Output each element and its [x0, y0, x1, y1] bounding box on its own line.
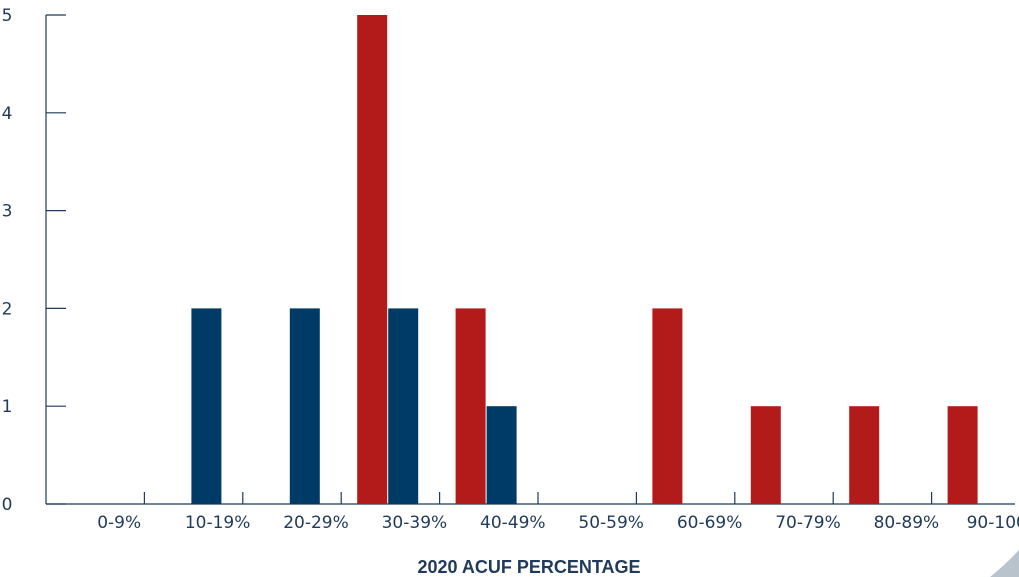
bar [191, 308, 222, 504]
x-tick-label: 80-89% [874, 513, 940, 533]
bar [652, 308, 683, 504]
bar [357, 15, 388, 504]
bar [947, 406, 978, 504]
x-tick-label: 40-49% [480, 513, 546, 533]
y-tick-label: 3 [2, 202, 13, 222]
corner-decoration-icon [990, 550, 1019, 577]
x-tick-label: 20-29% [283, 513, 349, 533]
x-tick-label: 50-59% [578, 513, 644, 533]
x-tick-label: 90-100% [967, 513, 1019, 533]
bar [486, 406, 517, 504]
x-tick-label: 60-69% [677, 513, 743, 533]
y-tick-label: 1 [2, 397, 13, 417]
bar [750, 406, 781, 504]
x-tick-label: 0-9% [97, 513, 141, 533]
bar [455, 308, 486, 504]
y-tick-label: 0 [2, 495, 13, 515]
bars [191, 15, 978, 504]
x-tick-label: 10-19% [185, 513, 251, 533]
bar [289, 308, 320, 504]
y-tick-label: 4 [2, 104, 13, 124]
y-tick-label: 2 [2, 299, 13, 319]
x-tick-label: 30-39% [382, 513, 448, 533]
x-tick-label: 70-79% [775, 513, 841, 533]
x-axis-title: 2020 ACUF PERCENTAGE [417, 557, 640, 577]
y-tick-label: 5 [2, 6, 13, 26]
y-axis: 0 1 2 3 4 5 [2, 6, 66, 515]
x-axis: 0-9% 10-19% 20-29% 30-39% 40-49% 50-59% 60-69%… [46, 492, 1019, 533]
bar [849, 406, 880, 504]
bar [388, 308, 419, 504]
